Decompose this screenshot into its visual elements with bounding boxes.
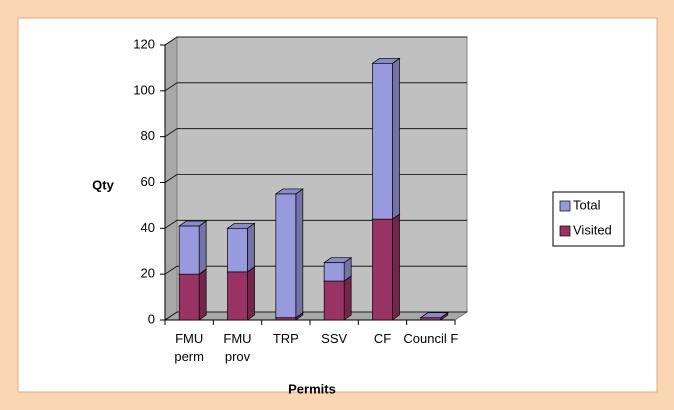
bar-top [419, 312, 449, 319]
bar-segment [323, 257, 353, 282]
legend-label: Total [573, 197, 601, 212]
bar-segment [226, 222, 256, 273]
y-tick-label: 40 [141, 220, 155, 235]
bar-front [227, 227, 248, 273]
x-tick-label: TRP [273, 331, 299, 346]
bar-segment [371, 57, 401, 220]
bar-segment [419, 312, 449, 319]
bar-side [247, 222, 255, 273]
bar-segment [371, 213, 401, 321]
x-tick-label: Council F [403, 331, 458, 346]
legend: Total Visited [552, 191, 625, 247]
bar-segment [323, 275, 353, 321]
bar-segment [178, 220, 208, 275]
bar-segment [274, 188, 304, 319]
legend-label: Visited [573, 222, 612, 237]
grid-line [164, 265, 467, 275]
bar-side [392, 213, 400, 321]
grid-line [164, 174, 467, 183]
grid-line [164, 311, 467, 321]
bar-side [198, 220, 207, 275]
bar-segment [178, 268, 208, 321]
y-tick-label: 100 [133, 82, 155, 97]
bar-front [323, 280, 345, 321]
bar-front [275, 193, 297, 319]
bar-front [372, 218, 393, 321]
bar-side [198, 268, 207, 321]
x-tick-label: FMU perm [174, 331, 204, 364]
y-tick-label: 60 [141, 174, 155, 189]
legend-swatch [559, 225, 571, 237]
bar-front [323, 262, 345, 282]
bar-front [178, 225, 200, 275]
grid-line [164, 128, 467, 137]
bar-side [295, 188, 304, 319]
x-axis-title: Permits [288, 381, 336, 396]
bar-front [178, 273, 200, 321]
bar-front [227, 271, 248, 321]
y-tick-label: 20 [141, 266, 155, 281]
bar-side [247, 266, 255, 321]
x-tick-label: SSV [321, 331, 347, 346]
grid-line [164, 82, 467, 92]
y-axis-title: Qty [92, 177, 114, 192]
x-tick-label: CF [374, 331, 391, 346]
y-tick-label: 0 [148, 311, 155, 326]
legend-swatch [559, 200, 571, 212]
bar-segment [226, 266, 256, 321]
grid-line [164, 36, 467, 46]
x-tick-label: FMU prov [223, 331, 251, 364]
bar-front [372, 62, 393, 220]
y-tick-label: 80 [141, 128, 155, 143]
grid-line [164, 219, 467, 229]
bar-side [343, 275, 352, 321]
y-tick-label: 120 [133, 36, 155, 51]
bar-side [392, 57, 400, 220]
